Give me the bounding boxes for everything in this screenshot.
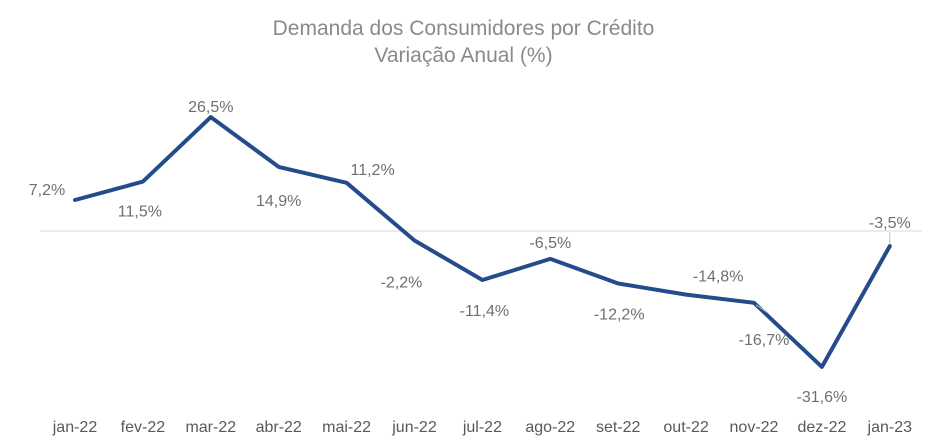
data-label-jan-23: -3,5%	[869, 215, 911, 232]
x-tick-jun-22: jun-22	[391, 419, 437, 436]
x-tick-jan-22: jan-22	[52, 419, 98, 436]
data-label-nov-22: -16,7%	[739, 332, 790, 349]
x-tick-mar-22: mar-22	[185, 419, 236, 436]
x-tick-nov-22: nov-22	[730, 419, 779, 436]
data-label-jan-22: 7,2%	[29, 182, 65, 199]
data-label-fev-22: 11,5%	[118, 204, 162, 221]
x-tick-out-22: out-22	[663, 419, 708, 436]
chart-subtitle: Variação Anual (%)	[374, 44, 553, 67]
chart-title: Demanda dos Consumidores por Crédito	[272, 17, 655, 40]
data-label-dez-22: -31,6%	[797, 389, 848, 406]
data-label-abr-22: 14,9%	[256, 193, 301, 210]
leader-line-nov-22	[755, 304, 769, 314]
x-tick-jul-22: jul-22	[462, 419, 502, 436]
x-tick-abr-22: abr-22	[256, 419, 302, 436]
data-label-mar-22: 26,5%	[188, 99, 233, 116]
data-label-jun-22: -2,2%	[381, 275, 423, 292]
series-line	[73, 115, 892, 369]
data-label-mai-22: 11,2%	[351, 162, 395, 179]
x-tick-set-22: set-22	[596, 419, 641, 436]
x-tick-dez-22: dez-22	[797, 419, 846, 436]
data-label-jul-22: -11,4%	[460, 303, 510, 320]
data-label-ago-22: -6,5%	[529, 235, 571, 252]
x-tick-fev-22: fev-22	[121, 419, 166, 436]
x-tick-ago-22: ago-22	[525, 419, 575, 436]
data-label-out-22: -14,8%	[693, 269, 744, 286]
x-tick-jan-23: jan-23	[867, 419, 913, 436]
data-label-set-22: -12,2%	[594, 307, 645, 324]
x-tick-mai-22: mai-22	[322, 419, 371, 436]
